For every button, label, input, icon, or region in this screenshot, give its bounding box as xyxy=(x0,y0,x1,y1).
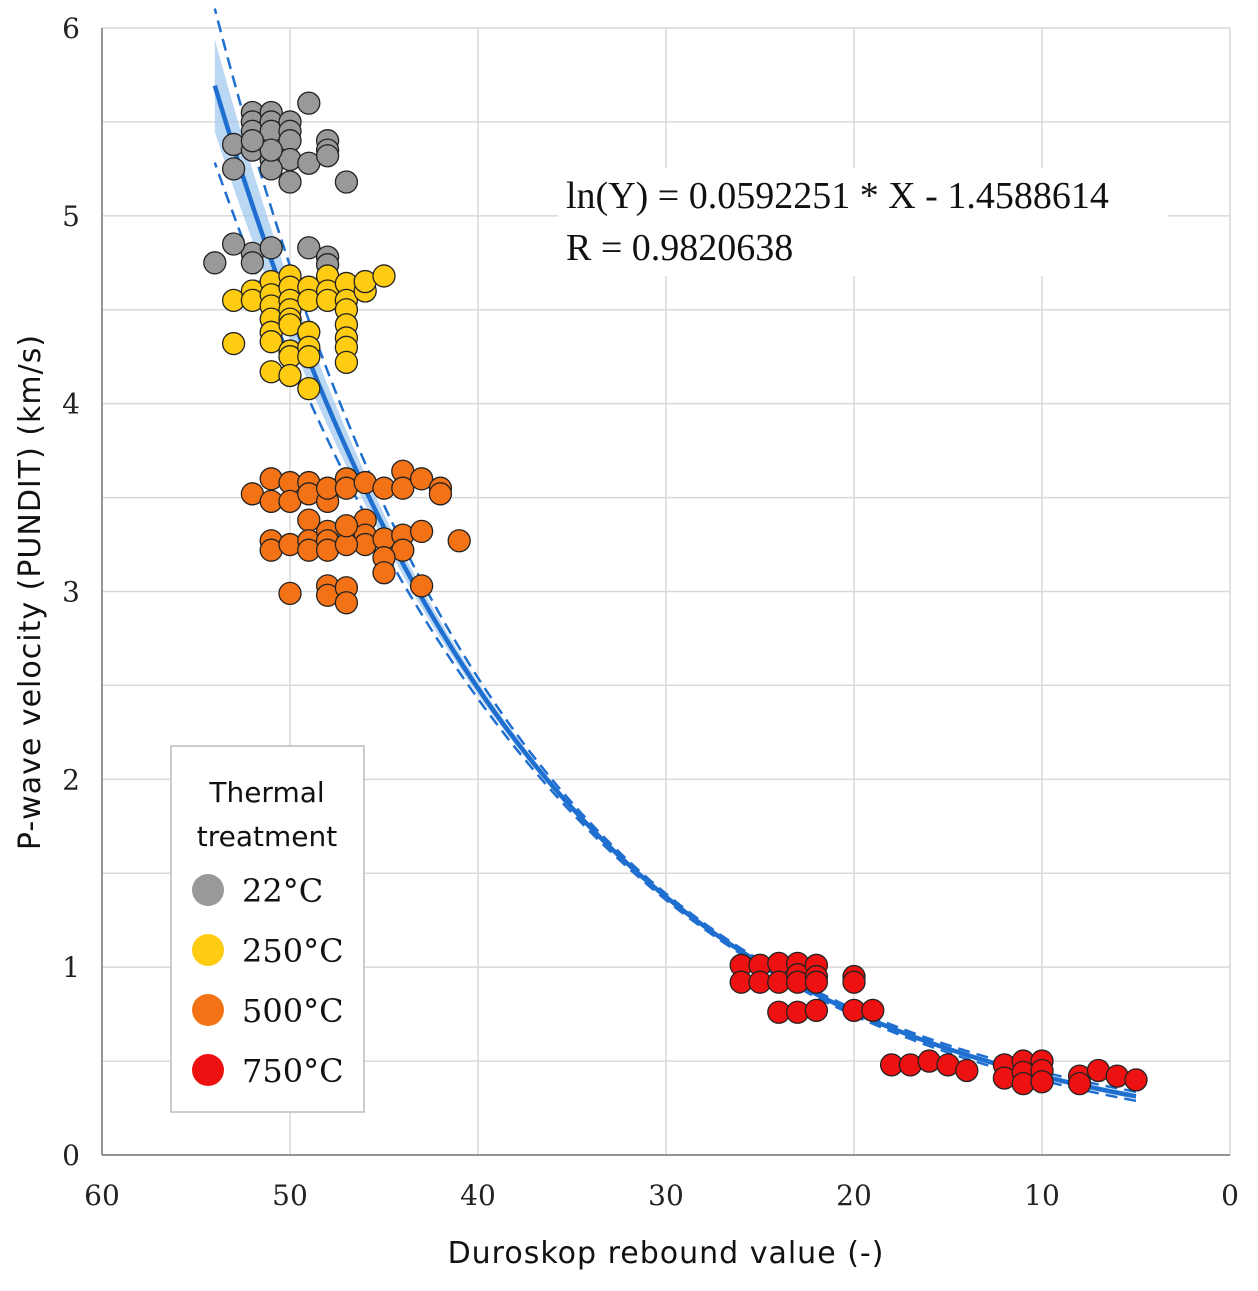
data-point xyxy=(409,574,434,598)
data-point xyxy=(297,345,321,369)
data-point xyxy=(391,476,415,500)
legend-entries: 22°C 250°C 500°C 750°C xyxy=(192,872,344,1090)
legend-label: 22°C xyxy=(242,872,323,910)
data-point xyxy=(372,264,396,288)
data-point xyxy=(297,236,321,260)
data-point xyxy=(428,482,453,506)
data-point xyxy=(1067,1071,1092,1096)
data-point xyxy=(221,232,246,256)
x-tick-label: 30 xyxy=(648,1179,684,1212)
series-3 xyxy=(729,951,1148,1096)
data-point xyxy=(240,129,265,153)
data-point xyxy=(259,360,283,384)
x-tick-label: 10 xyxy=(1024,1179,1060,1212)
data-point xyxy=(259,138,283,162)
legend-title-line1: Thermal xyxy=(208,776,324,809)
data-point xyxy=(955,1058,979,1083)
data-point xyxy=(334,514,359,538)
data-point xyxy=(259,330,283,354)
data-point xyxy=(297,376,321,401)
legend-marker xyxy=(192,994,224,1026)
data-point xyxy=(315,144,340,168)
x-tick-label: 60 xyxy=(84,1179,120,1212)
legend-marker xyxy=(192,1054,224,1086)
data-point xyxy=(240,251,265,275)
legend-label: 500°C xyxy=(242,992,344,1030)
data-point xyxy=(861,998,885,1023)
y-tick-label: 3 xyxy=(62,576,80,609)
data-point xyxy=(1030,1070,1054,1094)
series-1 xyxy=(221,264,396,401)
series-0 xyxy=(203,91,359,277)
fit-lower-bound-line xyxy=(213,162,1137,1103)
data-point xyxy=(409,519,434,544)
legend-label: 250°C xyxy=(242,932,344,970)
y-tick-label: 0 xyxy=(62,1139,80,1172)
legend-box xyxy=(170,745,365,1113)
points-layer xyxy=(203,91,1148,1096)
data-point xyxy=(842,970,866,994)
data-point xyxy=(278,581,302,606)
legend: Thermal treatment 22°C 250°C 500°C 750°C xyxy=(170,745,365,1113)
x-axis-title: Duroskop rebound value (-) xyxy=(448,1236,885,1271)
data-point xyxy=(1124,1068,1148,1092)
data-point xyxy=(278,363,302,388)
data-point xyxy=(1105,1064,1129,1088)
fit-equation: ln(Y) = 0.0592251 * X - 1.4588614 xyxy=(566,175,1109,217)
data-point xyxy=(334,591,359,615)
y-tick-label: 1 xyxy=(62,951,80,984)
fit-upper-bound-line xyxy=(213,8,1137,1093)
data-point xyxy=(804,998,829,1023)
data-point xyxy=(203,251,227,275)
axes-layer: 60 50 40 30 20 10 0 0 1 2 3 4 5 6 xyxy=(62,12,1239,1212)
legend-label: 750°C xyxy=(242,1052,344,1090)
data-point xyxy=(221,331,246,356)
data-point xyxy=(804,970,829,994)
x-tick-label: 50 xyxy=(272,1179,308,1212)
data-point xyxy=(898,1053,923,1077)
data-point xyxy=(334,350,359,374)
series-2 xyxy=(240,459,471,615)
data-point xyxy=(259,236,283,260)
equation-background xyxy=(558,168,1168,276)
data-point xyxy=(917,1049,941,1073)
data-point xyxy=(447,529,471,553)
legend-marker xyxy=(192,934,224,966)
data-point xyxy=(334,170,359,194)
fit-r-value: R = 0.9820638 xyxy=(566,227,793,269)
fit-curve xyxy=(212,84,1137,1099)
data-point xyxy=(297,508,321,532)
data-point xyxy=(297,91,321,115)
y-tick-label: 2 xyxy=(62,763,80,796)
data-point xyxy=(278,170,302,194)
data-point xyxy=(221,157,246,181)
y-tick-label: 4 xyxy=(62,388,80,421)
fit-layer xyxy=(212,8,1137,1103)
y-axis-title: P-wave velocity (PUNDIT) (km/s) xyxy=(13,334,48,850)
x-tick-label: 20 xyxy=(836,1179,872,1212)
legend-marker xyxy=(192,874,224,906)
y-tick-label: 6 xyxy=(62,12,80,45)
y-tick-label: 5 xyxy=(62,200,80,233)
data-point xyxy=(409,467,434,491)
data-point xyxy=(259,467,283,491)
x-tick-label: 0 xyxy=(1221,1179,1239,1212)
data-point xyxy=(372,561,396,585)
legend-title-line2: treatment xyxy=(197,820,337,853)
x-tick-label: 40 xyxy=(460,1179,496,1212)
